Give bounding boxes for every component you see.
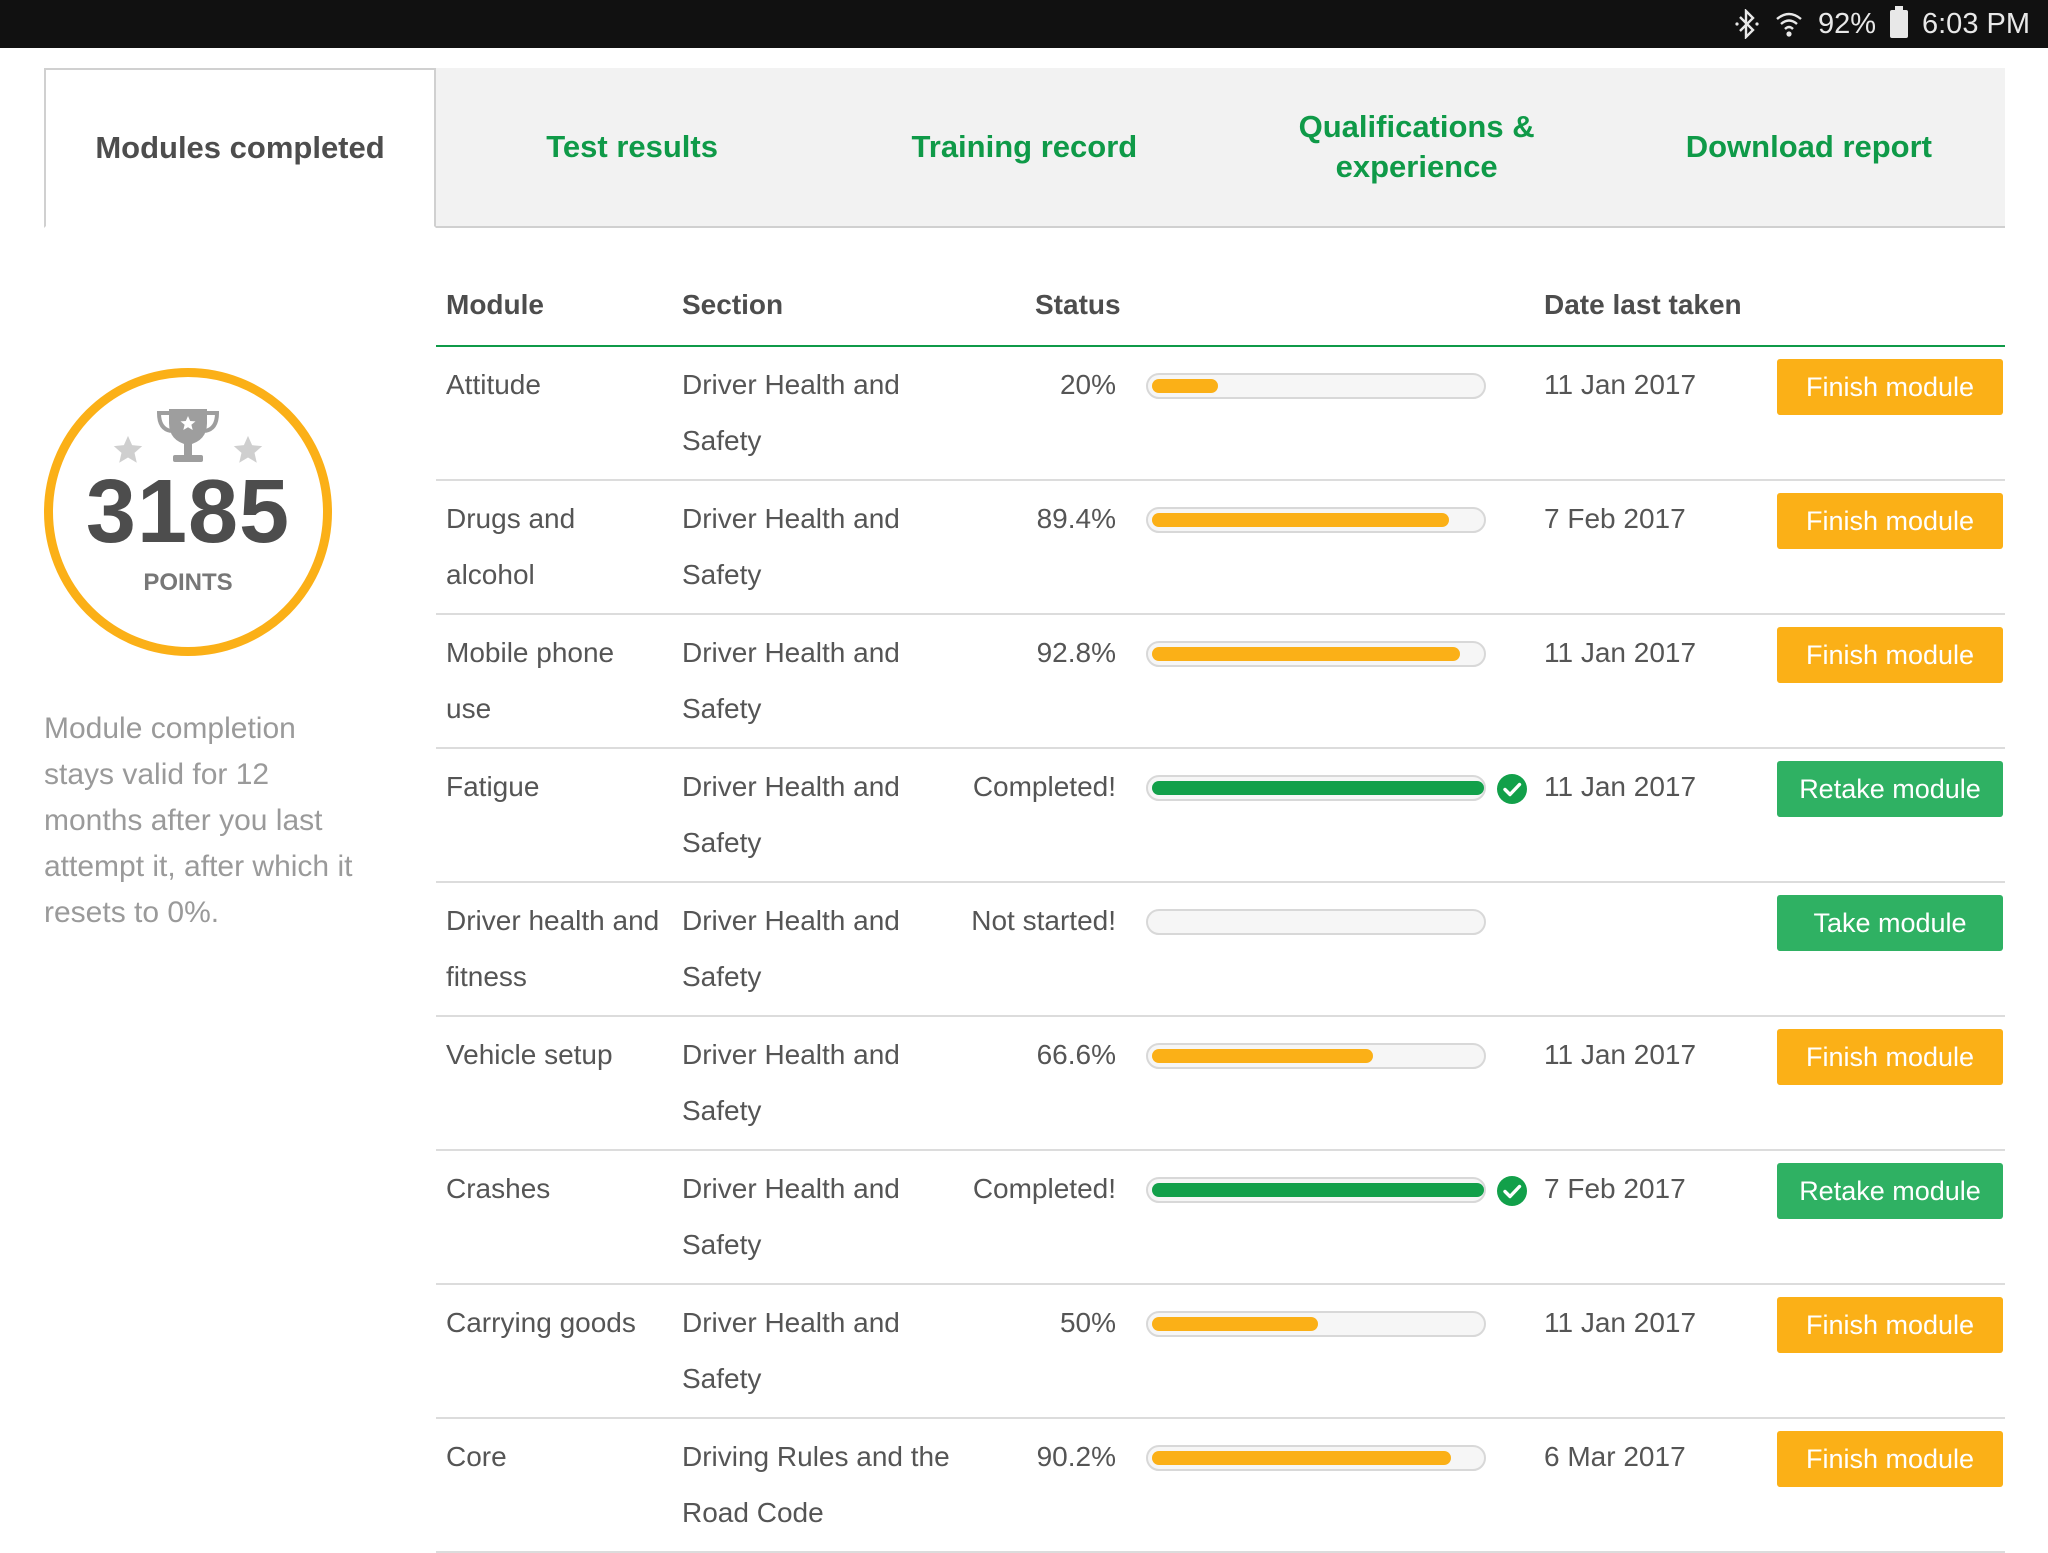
section-name: Driver Health and Safety [682,369,900,456]
tab-training-record[interactable]: Training record [911,129,1138,164]
table-row: Core Driving Rules and the Road Code 90.2%… [436,1419,2005,1553]
completion-validity-note: Module completion stays valid for 12 mon… [44,712,353,929]
table-header: Module Section Status Date last taken [436,275,2005,347]
tab-qualifications-experience[interactable]: Qualifications & experience [1298,109,1535,184]
table-row: Carrying goods Driver Health and Safety 50… [436,1285,2005,1419]
section-name: Driver Health and Safety [682,503,900,590]
module-action-button[interactable]: Finish module [1777,493,2003,549]
trophy-icon [155,405,221,472]
table-row: Crashes Driver Health and Safety Completed… [436,1151,2005,1285]
star-icon [231,433,265,472]
table-row: Mobile phone use Driver Health and Safety… [436,615,2005,749]
bluetooth-icon [1734,9,1760,39]
status-text: Completed! [972,771,1116,802]
progress-bar [1146,641,1486,667]
module-action-button[interactable]: Finish module [1777,1431,2003,1487]
status-text: Completed! [972,1173,1116,1204]
progress-bar [1146,909,1486,935]
module-name: Vehicle setup [446,1039,613,1070]
progress-bar-fill [1152,513,1449,527]
date-last-taken: 11 Jan 2017 [1544,637,1697,668]
module-name: Crashes [446,1173,551,1204]
date-last-taken: 11 Jan 2017 [1544,1307,1697,1338]
table-row: Fatigue Driver Health and Safety Completed… [436,749,2005,883]
module-name: Fatigue [446,771,540,802]
progress-bar [1146,1177,1486,1203]
module-action-button[interactable]: Finish module [1777,1029,2003,1085]
module-action-button[interactable]: Take module [1777,895,2003,951]
status-bar: 92% 6:03 PM [0,0,2048,48]
wifi-icon [1774,9,1804,39]
battery-icon [1890,6,1908,38]
tab-test-results[interactable]: Test results [546,129,718,164]
table-row: Vehicle setup Driver Health and Safety 66.… [436,1017,2005,1151]
section-name: Driver Health and Safety [682,1307,900,1394]
module-action-button[interactable]: Retake module [1777,1163,2003,1219]
module-name: Mobile phone use [446,637,615,724]
table-row: Drugs and alcohol Driver Health and Safet… [436,481,2005,615]
module-name: Attitude [446,369,541,400]
points-value: 3185 [85,462,291,562]
section-name: Driver Health and Safety [682,905,900,992]
module-name: Drugs and alcohol [446,503,576,590]
progress-bar-fill [1152,647,1460,661]
progress-bar [1146,1311,1486,1337]
section-name: Driver Health and Safety [682,1173,900,1260]
header-date: Date last taken [1544,289,1742,320]
star-icon [111,433,145,472]
status-text: 90.2% [1036,1441,1116,1472]
progress-bar-fill [1152,1183,1484,1197]
tab-bar: Modules completed Test results Training … [44,68,2005,228]
points-label: POINTS [143,569,233,596]
status-text: 20% [1059,369,1116,400]
progress-bar [1146,507,1486,533]
section-name: Driver Health and Safety [682,637,900,724]
progress-bar [1146,1043,1486,1069]
date-last-taken: 11 Jan 2017 [1544,369,1697,400]
module-name: Carrying goods [446,1307,636,1338]
header-status: Status [1035,289,1121,320]
date-last-taken: 11 Jan 2017 [1544,1039,1697,1070]
table-row: Attitude Driver Health and Safety 20% 11 Ja… [436,347,2005,481]
section-name: Driver Health and Safety [682,1039,900,1126]
module-action-button[interactable]: Finish module [1777,627,2003,683]
date-last-taken: 6 Mar 2017 [1544,1441,1686,1472]
modules-table: Module Section Status Date last taken At… [436,275,2005,1553]
progress-bar-fill [1152,781,1484,795]
module-name: Driver health and fitness [446,905,660,992]
status-text: 66.6% [1036,1039,1116,1070]
points-badge: 3185 POINTS [44,368,332,656]
progress-bar-fill [1152,379,1218,393]
progress-bar [1146,373,1486,399]
progress-bar [1146,775,1486,801]
section-name: Driving Rules and the Road Code [682,1441,950,1528]
module-name: Core [446,1441,507,1472]
tab-download-report[interactable]: Download report [1685,129,1933,164]
clock: 6:03 PM [1922,7,2030,40]
progress-bar-fill [1152,1317,1318,1331]
date-last-taken: 7 Feb 2017 [1544,1173,1686,1204]
status-text: 89.4% [1036,503,1116,534]
battery-percent: 92% [1817,7,1876,40]
date-last-taken: 11 Jan 2017 [1544,771,1697,802]
check-circle-icon [1497,774,1527,804]
section-name: Driver Health and Safety [682,771,900,858]
progress-bar-fill [1152,1451,1451,1465]
status-text: 92.8% [1036,637,1116,668]
status-text: 50% [1059,1307,1116,1338]
status-text: Not started! [971,905,1116,936]
table-row: Driver health and fitness Driver Health a… [436,883,2005,1017]
header-section: Section [682,289,784,320]
table-body: Attitude Driver Health and Safety 20% 11 Ja… [436,347,2005,1553]
module-action-button[interactable]: Retake module [1777,761,2003,817]
module-action-button[interactable]: Finish module [1777,1297,2003,1353]
check-circle-icon [1497,1176,1527,1206]
module-action-button[interactable]: Finish module [1777,359,2003,415]
progress-bar-fill [1152,1049,1373,1063]
date-last-taken: 7 Feb 2017 [1544,503,1686,534]
header-module: Module [446,289,544,320]
tab-modules-completed[interactable]: Modules completed [44,68,436,228]
progress-bar [1146,1445,1486,1471]
